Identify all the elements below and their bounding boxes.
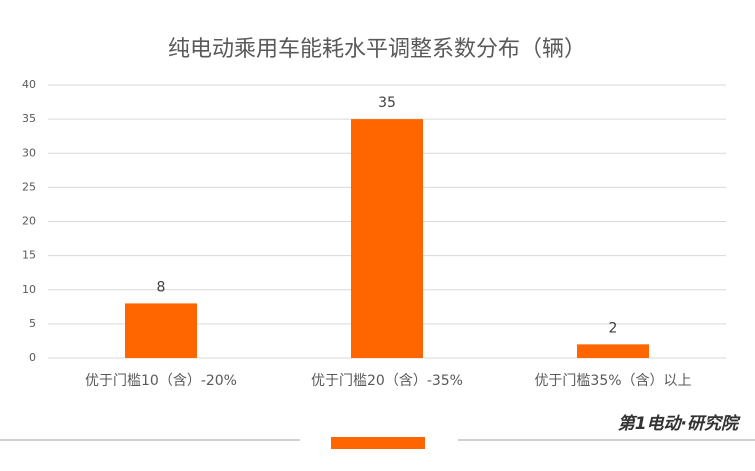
- y-tick-label: 40: [22, 78, 36, 91]
- y-tick-label: 0: [29, 351, 36, 364]
- x-tick-label: 优于门槛20（含）-35%: [311, 373, 463, 389]
- y-tick-label: 30: [22, 146, 36, 159]
- y-tick-label: 5: [29, 317, 36, 330]
- watermark: 第1电动·研究院: [618, 414, 741, 434]
- y-tick-label: 25: [22, 180, 36, 193]
- y-tick-label: 35: [22, 112, 36, 125]
- footer-accent: [331, 437, 425, 449]
- chart-title: 纯电动乘用车能耗水平调整系数分布（辆）: [168, 37, 586, 62]
- data-label: 35: [378, 95, 396, 111]
- bar: [577, 344, 649, 358]
- x-tick-label: 优于门槛35%（含）以上: [534, 373, 691, 389]
- data-label: 8: [157, 279, 166, 295]
- y-tick-label: 20: [22, 215, 36, 228]
- bar: [125, 303, 197, 358]
- y-tick-label: 10: [22, 283, 36, 296]
- bar: [351, 119, 423, 358]
- data-label: 2: [609, 320, 618, 336]
- x-tick-label: 优于门槛10（含）-20%: [85, 373, 237, 389]
- y-tick-label: 15: [22, 249, 36, 262]
